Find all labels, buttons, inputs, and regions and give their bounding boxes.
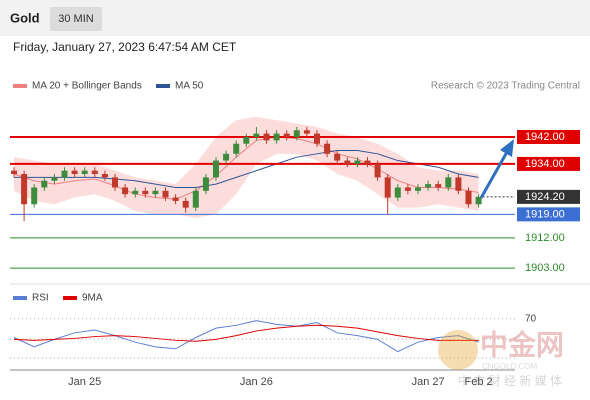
legend-swatch	[13, 296, 27, 300]
legend-label: 9MA	[82, 293, 103, 304]
candle-body	[334, 153, 341, 161]
candle-body	[61, 170, 68, 178]
candle-body	[21, 174, 28, 205]
candle-body	[364, 160, 371, 164]
candle-body	[192, 190, 199, 208]
timestamp: Friday, January 27, 2023 6:47:54 AM CET	[13, 40, 237, 54]
legend-label: MA 50	[175, 81, 204, 92]
candle-body	[101, 174, 108, 178]
candle-body	[223, 153, 230, 161]
candle-body	[283, 133, 290, 137]
candle-body	[324, 143, 331, 154]
legend-swatch	[156, 84, 170, 88]
candle-body	[314, 133, 320, 144]
candle-body	[253, 133, 260, 137]
level-label: 1934.00	[525, 158, 565, 170]
candle-body	[182, 200, 189, 208]
watermark-tagline: 中 文 财 经 新 媒 体	[458, 373, 562, 388]
candle-body	[152, 190, 159, 195]
level-label: 1912.00	[525, 232, 565, 244]
forecast-arrow	[479, 151, 509, 199]
candle-body	[132, 190, 139, 195]
legend-label: RSI	[32, 293, 49, 304]
candle-body	[374, 163, 381, 178]
candle-body	[81, 170, 88, 174]
level-label-box	[517, 130, 580, 144]
candle-body	[41, 180, 48, 188]
candle-body	[465, 190, 472, 205]
candle-body	[435, 184, 442, 188]
rsi-line	[13, 324, 479, 342]
candle-body	[475, 196, 482, 205]
x-tick-label: Feb 2	[465, 376, 493, 388]
candle-body	[233, 143, 240, 154]
candle-body	[51, 177, 58, 181]
bollinger-band	[14, 116, 479, 218]
candle-body	[172, 197, 179, 201]
candle-body	[455, 177, 462, 191]
legend-swatch	[13, 84, 27, 88]
candle-body	[243, 137, 250, 144]
x-tick-label: Jan 25	[68, 376, 101, 388]
candle-body	[354, 160, 361, 164]
forecast-arrowhead	[500, 139, 514, 157]
legend-label: MA 20 + Bollinger Bands	[32, 81, 142, 92]
candle-body	[445, 177, 452, 188]
candle-body	[415, 187, 421, 191]
candle-body	[162, 190, 169, 198]
x-tick-label: Jan 26	[240, 376, 273, 388]
credit: Research © 2023 Trading Central	[431, 81, 580, 92]
rsi-line	[13, 320, 479, 353]
interval-pill[interactable]	[50, 7, 102, 31]
ma20-line	[13, 136, 479, 200]
watermark-logo	[438, 330, 478, 370]
last-price-label: 1924.20	[525, 191, 565, 203]
x-tick-label: Jan 27	[412, 376, 445, 388]
candle-body	[303, 130, 310, 134]
candle-body	[293, 130, 300, 137]
candle-body	[91, 170, 98, 174]
level-label-box	[517, 207, 580, 222]
level-label: 1903.00	[525, 262, 565, 274]
interval[interactable]: 30 MIN	[58, 13, 94, 25]
candle-body	[202, 177, 209, 191]
candle-body	[344, 160, 351, 164]
last-price-box	[517, 189, 580, 204]
candle-body	[71, 170, 78, 174]
candle-body	[142, 190, 149, 195]
rsi-tick-label: 70	[525, 313, 537, 324]
candle-body	[213, 160, 219, 178]
candle-body	[112, 177, 118, 188]
level-label-box	[517, 156, 580, 171]
candle-body	[263, 133, 270, 141]
candle-body	[122, 187, 129, 195]
ma50-line	[14, 149, 479, 188]
level-label: 1942.00	[525, 131, 565, 143]
candle-body	[394, 187, 401, 198]
symbol: Gold	[10, 10, 40, 25]
watermark-site: CNGOLD.COM	[482, 362, 537, 371]
candle-body	[11, 170, 17, 174]
candle-body	[384, 177, 391, 198]
level-label: 1919.00	[525, 208, 565, 220]
watermark: 中金网 CNGOLD.COM 中 文 财 经 新 媒 体	[438, 328, 564, 388]
candle-body	[425, 184, 432, 188]
watermark-title: 中金网	[480, 328, 564, 360]
candle-body	[404, 187, 411, 191]
candle-body	[31, 187, 38, 205]
legend-swatch	[63, 296, 77, 300]
candle-body	[273, 133, 280, 141]
